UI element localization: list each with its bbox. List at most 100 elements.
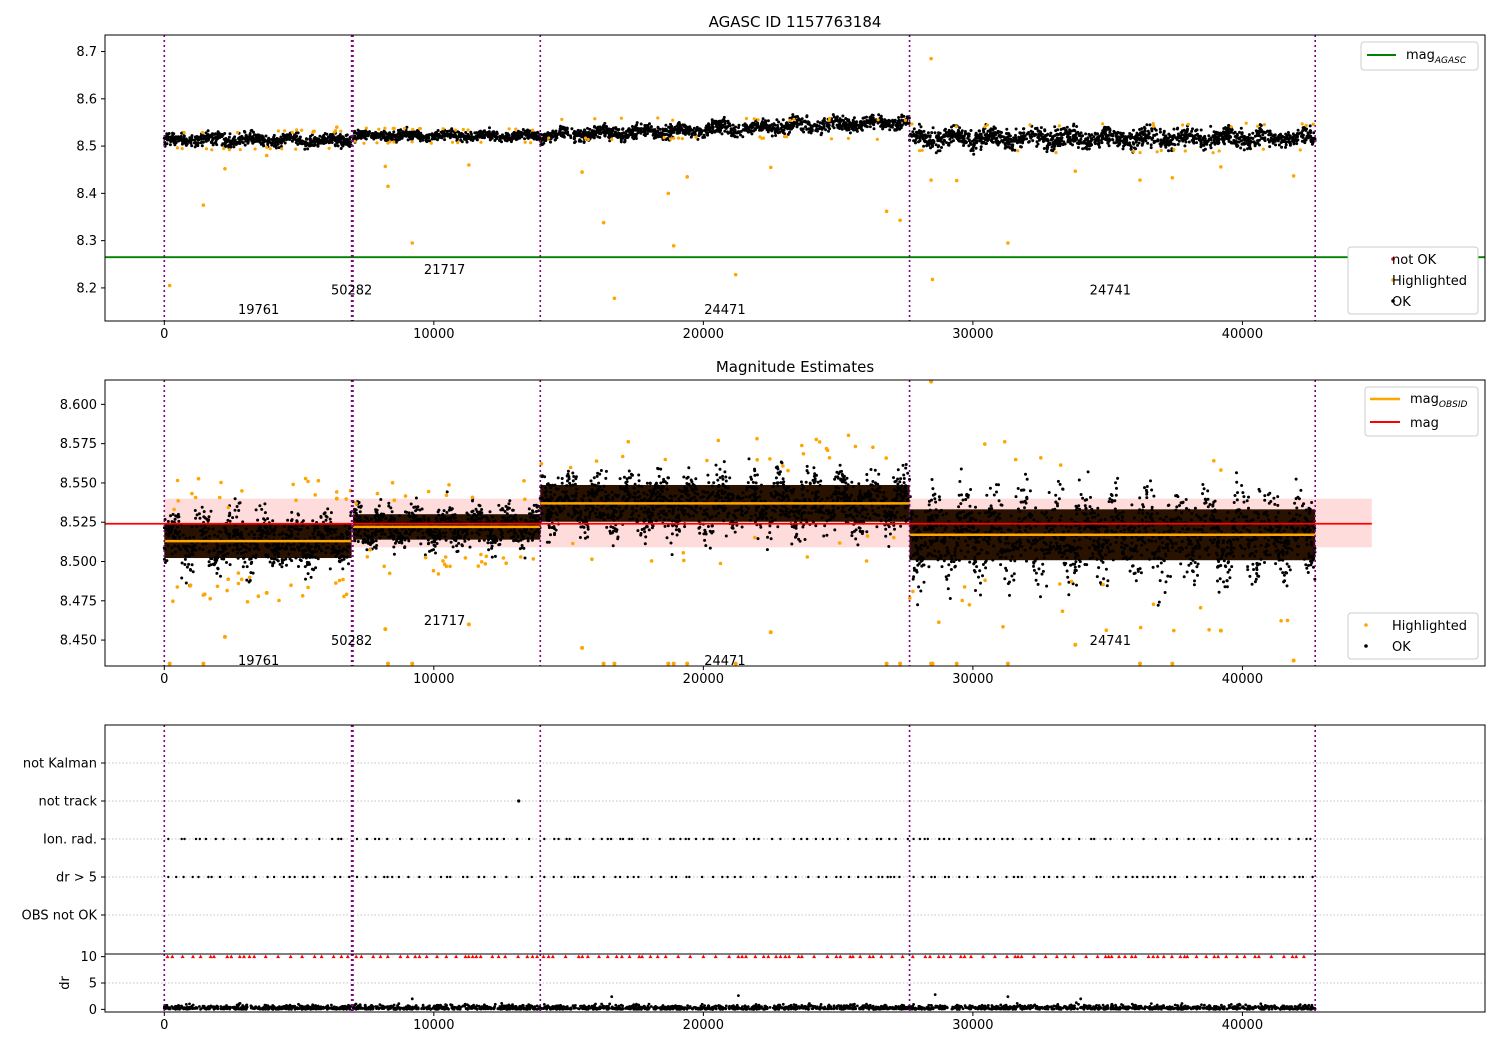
ok-point bbox=[1031, 139, 1035, 143]
highlighted-point bbox=[884, 209, 889, 214]
ok-point bbox=[244, 550, 248, 554]
ok-point bbox=[1064, 131, 1068, 135]
ok-point bbox=[1237, 136, 1241, 140]
ok-point bbox=[657, 132, 661, 135]
ok-point bbox=[233, 524, 237, 527]
ok-point bbox=[799, 120, 803, 124]
ok-point bbox=[1190, 129, 1194, 133]
ok-point bbox=[1140, 143, 1144, 147]
ok-point bbox=[193, 544, 197, 547]
ok-point bbox=[244, 138, 248, 142]
ok-point bbox=[1278, 134, 1281, 138]
highlighted-point bbox=[1170, 175, 1175, 180]
ok-point bbox=[683, 132, 687, 136]
ok-point bbox=[296, 142, 300, 146]
ok-point bbox=[806, 120, 810, 124]
ok-point bbox=[913, 139, 917, 142]
ok-point bbox=[658, 127, 662, 131]
ok-point bbox=[258, 504, 262, 508]
ok-point bbox=[727, 124, 731, 128]
highlighted-point bbox=[410, 140, 414, 144]
ok-point bbox=[1021, 140, 1025, 144]
ok-point bbox=[385, 132, 389, 136]
ok-point bbox=[443, 138, 447, 142]
ok-point bbox=[1073, 129, 1077, 133]
ok-point bbox=[326, 507, 330, 511]
ok-point bbox=[692, 126, 696, 130]
ok-point bbox=[1084, 132, 1088, 136]
ok-point bbox=[284, 532, 288, 536]
ok-point bbox=[1042, 136, 1046, 140]
ok-point bbox=[1177, 136, 1181, 140]
ok-point bbox=[1300, 139, 1304, 143]
ok-point bbox=[300, 544, 304, 548]
highlighted-point bbox=[1211, 151, 1215, 155]
ok-point bbox=[1007, 132, 1011, 136]
ok-point bbox=[421, 138, 425, 142]
ok-point bbox=[195, 513, 199, 517]
ok-point bbox=[850, 127, 854, 131]
ok-point bbox=[959, 136, 963, 140]
ok-point bbox=[978, 129, 981, 133]
ok-point bbox=[287, 528, 291, 532]
ok-point bbox=[1238, 130, 1241, 134]
ok-point bbox=[781, 118, 785, 122]
ok-point bbox=[516, 134, 519, 138]
ok-point bbox=[1247, 133, 1251, 137]
ok-point bbox=[981, 141, 985, 145]
ok-point bbox=[720, 132, 724, 136]
ok-point bbox=[320, 549, 324, 553]
ok-point bbox=[300, 140, 304, 144]
ok-point bbox=[170, 527, 174, 531]
ok-point bbox=[312, 144, 316, 148]
ok-point bbox=[603, 134, 607, 138]
ok-point bbox=[1089, 142, 1093, 146]
ok-point bbox=[948, 137, 952, 141]
ok-point bbox=[267, 532, 271, 536]
ok-point bbox=[255, 544, 259, 548]
ok-point bbox=[863, 121, 866, 125]
ok-point bbox=[394, 140, 398, 144]
ok-point bbox=[312, 535, 316, 539]
ok-point bbox=[264, 134, 268, 138]
ok-point bbox=[796, 115, 799, 118]
x-tick-label: 40000 bbox=[1222, 327, 1263, 342]
ok-point bbox=[201, 528, 205, 532]
ok-point bbox=[165, 559, 169, 563]
ok-point bbox=[209, 563, 213, 567]
ok-point bbox=[1143, 129, 1147, 133]
ok-point bbox=[665, 129, 668, 133]
ok-point bbox=[788, 130, 792, 134]
ok-point bbox=[1164, 142, 1168, 145]
ok-point bbox=[652, 132, 655, 136]
ok-point bbox=[1021, 131, 1025, 135]
ok-point bbox=[766, 130, 770, 134]
ok-point bbox=[607, 133, 611, 137]
ok-point bbox=[1254, 129, 1258, 133]
ok-point bbox=[1308, 124, 1312, 128]
ok-point bbox=[328, 517, 332, 521]
ok-point bbox=[1120, 135, 1124, 139]
legend-agasc-points: not OK Highlighted OK bbox=[1347, 246, 1479, 315]
ok-point bbox=[928, 135, 932, 139]
ok-point bbox=[1272, 139, 1276, 143]
ok-point bbox=[964, 140, 968, 144]
ok-point bbox=[338, 136, 342, 140]
ok-point bbox=[317, 544, 321, 548]
ok-point bbox=[227, 135, 231, 139]
highlighted-point bbox=[402, 126, 407, 130]
ok-point bbox=[1006, 139, 1009, 143]
ok-point bbox=[926, 131, 930, 135]
highlighted-point bbox=[531, 128, 535, 132]
ok-point bbox=[342, 554, 346, 558]
ok-point bbox=[1072, 124, 1075, 128]
ok-point bbox=[306, 553, 310, 557]
highlighted-point bbox=[362, 141, 366, 145]
ok-point bbox=[222, 557, 226, 561]
ok-point bbox=[190, 563, 194, 567]
ok-point bbox=[723, 122, 727, 126]
ok-point bbox=[956, 138, 960, 142]
ok-point bbox=[274, 146, 278, 150]
highlighted-point bbox=[1186, 122, 1190, 126]
ok-point bbox=[944, 131, 948, 134]
